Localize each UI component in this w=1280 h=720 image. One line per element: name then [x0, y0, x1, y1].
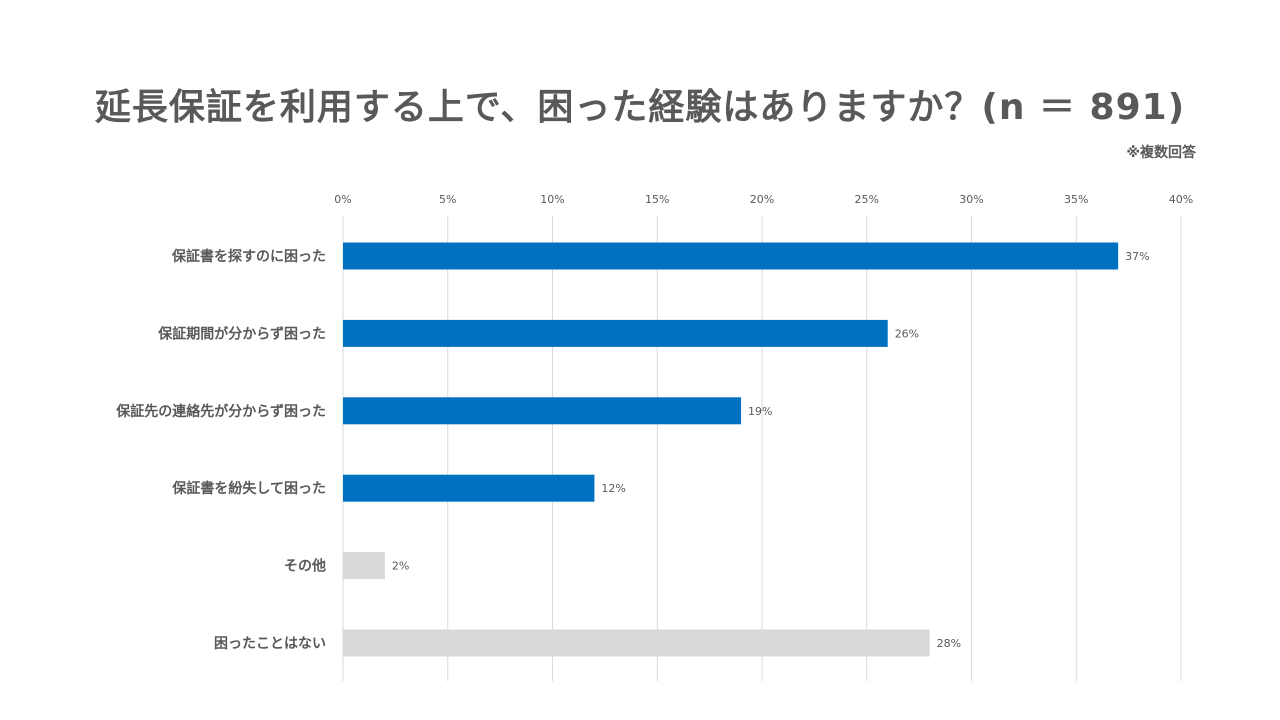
data-label: 19%: [748, 405, 772, 418]
x-tick-label: 20%: [750, 193, 774, 206]
category-label: 保証書を紛失して困った: [171, 480, 326, 497]
x-tick-label: 40%: [1169, 193, 1193, 206]
data-label: 37%: [1125, 250, 1149, 263]
bar: [343, 552, 385, 580]
multiple-answer-note: ※複数回答: [1126, 145, 1196, 161]
x-tick-label: 30%: [959, 193, 983, 206]
bar: [343, 242, 1119, 270]
category-label: その他: [284, 558, 326, 575]
x-tick-label: 5%: [439, 193, 456, 206]
x-tick-label: 15%: [645, 193, 669, 206]
category-label: 保証書を探すのに困った: [171, 248, 326, 265]
bar: [343, 319, 888, 347]
data-label: 12%: [601, 482, 625, 495]
category-label: 保証先の連絡先が分からず困った: [115, 403, 326, 420]
bar: [343, 629, 930, 657]
chart-title: 延長保証を利用する上で、困った経験はありますか？(n ＝ 891): [94, 87, 1186, 128]
x-tick-label: 0%: [334, 193, 351, 206]
data-label: 26%: [895, 327, 919, 340]
category-label: 困ったことはない: [214, 636, 326, 652]
x-tick-label: 10%: [540, 193, 564, 206]
bar: [343, 474, 595, 502]
category-label: 保証期間が分からず困った: [157, 325, 326, 342]
data-label: 28%: [937, 637, 961, 650]
x-tick-label: 35%: [1064, 193, 1088, 206]
bar: [343, 397, 742, 425]
data-label: 2%: [392, 560, 409, 573]
x-tick-label: 25%: [855, 193, 879, 206]
